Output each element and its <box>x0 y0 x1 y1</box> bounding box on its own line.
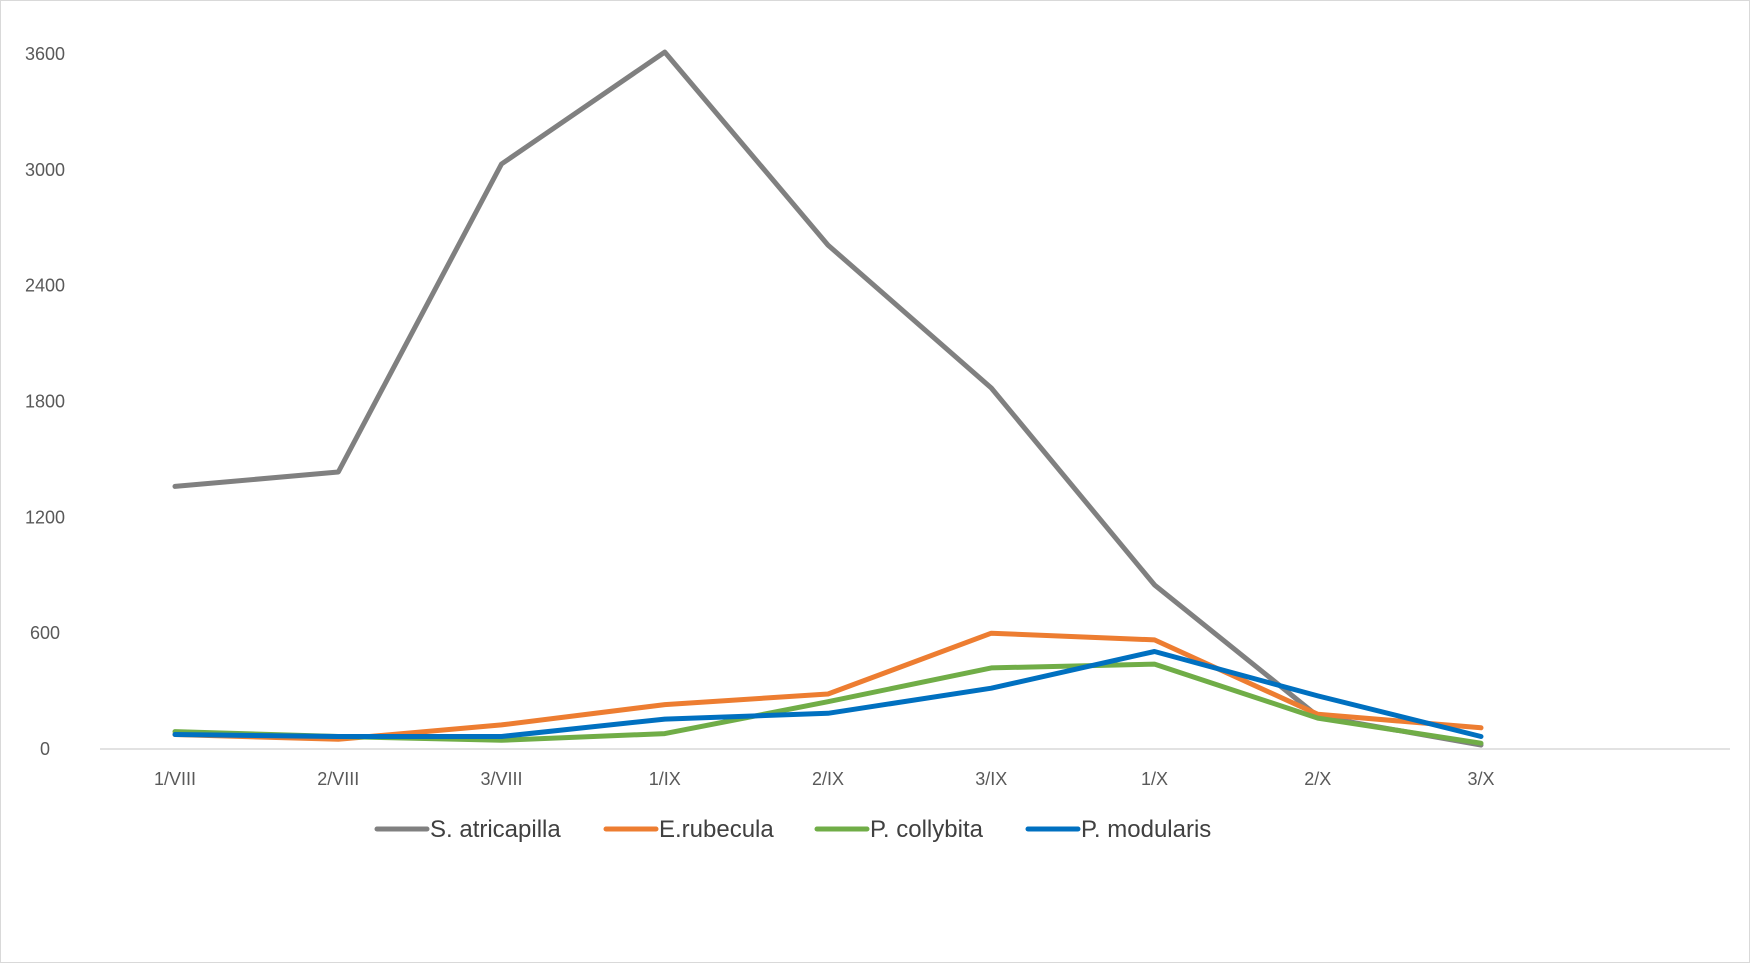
x-tick-label: 2/IX <box>812 769 844 789</box>
x-tick-label: 1/IX <box>649 769 681 789</box>
series-layer <box>172 49 1484 748</box>
legend-label-1: S. atricapilla <box>430 816 561 843</box>
y-tick-label: 3600 <box>25 44 65 64</box>
y-tick-label: 3000 <box>25 160 65 180</box>
x-tick-label: 1/VIII <box>154 769 196 789</box>
y-tick-label: 1200 <box>25 507 65 527</box>
x-tick-label: 3/X <box>1467 769 1494 789</box>
legend-label-4: P. modularis <box>1081 816 1211 843</box>
x-tick-label: 1/X <box>1141 769 1168 789</box>
y-tick-label: 2400 <box>25 276 65 296</box>
series-line-1 <box>172 49 1484 748</box>
legend-label-2: E.rubecula <box>659 816 774 843</box>
y-tick-label: 600 <box>30 623 60 643</box>
legend-label-3: P. collybita <box>870 816 984 843</box>
y-tick-label: 0 <box>40 739 50 759</box>
series-line-4 <box>172 649 1484 739</box>
axis-layer: 0 600 1200 1800 2400 3000 3600 1/VIII 2/VIII 3/VI… <box>25 44 1730 789</box>
x-tick-label: 3/IX <box>975 769 1007 789</box>
x-tick-label: 3/VIII <box>480 769 522 789</box>
series-line-3 <box>172 661 1484 746</box>
x-tick-label: 2/X <box>1304 769 1331 789</box>
y-tick-label: 1800 <box>25 392 65 412</box>
x-tick-label: 2/VIII <box>317 769 359 789</box>
legend: S. atricapilla E.rubecula P. collybita P. m… <box>374 816 1211 843</box>
